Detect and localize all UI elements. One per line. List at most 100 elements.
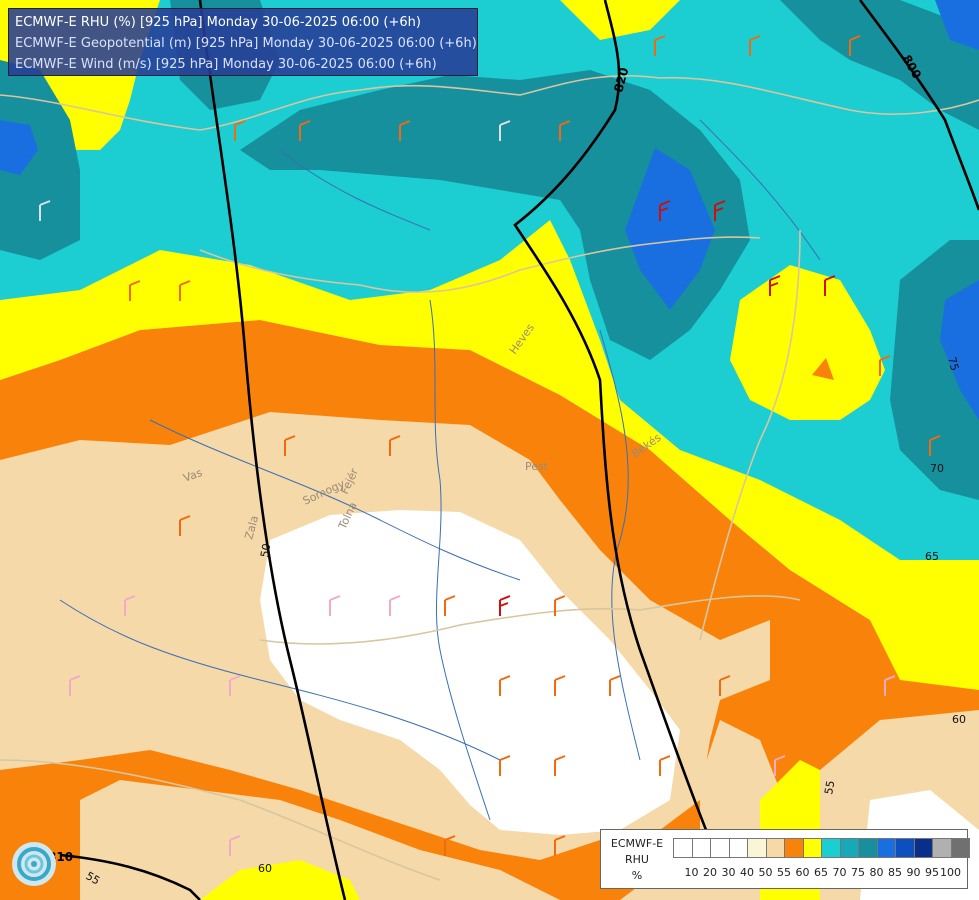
wind-barb-icon [884,675,896,696]
rhu-band-below-50 [260,510,680,835]
legend-swatch [913,838,933,858]
rhu-label: 60 [258,862,272,875]
legend-swatch [821,838,841,858]
rhu-band-70-75-north [240,70,750,360]
legend-tick-label: 85 [888,866,902,879]
wind-barb-icon [39,200,51,221]
legend-title-model: ECMWF-E [610,837,664,850]
region-label-pest: Pest [525,460,549,473]
region-labels: Vas Zala Somogy Fejér Tolna Pest Heves B… [182,321,664,541]
wind-barb-icon [389,435,401,456]
wind-barb-icon [234,120,246,141]
legend-tick-label: 80 [869,866,884,879]
wind-barb-icon [659,755,671,776]
legend-swatch [895,838,915,858]
rhu-band-65-70 [0,0,979,560]
legend-swatch [839,838,859,858]
legend-tick-label: 10 [684,866,699,879]
wind-barb-icon [719,675,731,696]
rhu-band-70-75-west [0,60,80,260]
wind-barbs [39,35,941,856]
legend-title: ECMWF-E RHU % [603,836,671,884]
legend-swatch [765,838,785,858]
ecmwf-logo-icon [12,842,56,886]
wind-barb-icon [124,595,136,616]
wind-barb-icon [69,675,81,696]
wind-barb-icon [499,120,511,141]
wind-barb-icon [824,275,836,296]
wind-barb-icon [769,275,781,296]
rhu-label: 55 [84,869,103,887]
legend-swatch [932,838,952,858]
legend-tick-label: 65 [814,866,828,879]
wind-barb-icon [129,280,141,301]
legend-swatch [858,838,878,858]
wind-barb-icon [849,35,861,56]
legend-swatch [950,838,970,858]
rhu-label: 75 [945,355,961,372]
map-title-box: ECMWF-E RHU (%) [925 hPa] Monday 30-06-2… [8,8,478,76]
geopotential-contours [59,0,979,900]
legend-tick-label: 20 [703,866,717,879]
legend-swatch [784,838,804,858]
legend-tick-label: 60 [795,866,810,879]
legend-tick-label: 40 [740,866,754,879]
legend-swatch [728,838,748,858]
wind-barb-icon [554,595,566,616]
wind-barb-icon [179,280,191,301]
legend-title-unit: % [631,869,643,882]
legend-tick-label: 70 [832,866,847,879]
wind-barb-icon [554,755,566,776]
rhu-band-60-65-sw [200,860,360,900]
rhu-label: 55 [822,779,837,795]
legend-swatch [691,838,711,858]
wind-barb-icon [299,120,311,141]
rhu-legend: ECMWF-E RHU % 10 20 30 40 50 55 60 65 70 75 80 85 90… [600,829,970,889]
legend-tick-label: 50 [758,866,773,879]
legend-tick-label: 75 [851,866,865,879]
rhu-label: 65 [925,550,939,563]
geopotential-label: 820 [611,66,631,94]
rhu-band-75-80-ne [935,0,979,50]
wind-barb-icon [554,835,566,856]
wind-barb-icon [609,675,621,696]
rhu-band-75-80-west [0,120,38,175]
wind-barb-icon [774,755,786,776]
rhu-band-75-80-center [625,148,715,310]
wind-barb-icon [499,675,511,696]
wind-barb-icon [284,435,296,456]
wind-barb-icon [714,200,726,221]
legend-swatch [747,838,767,858]
region-label-vas: Vas [182,466,205,485]
rhu-band-55-60-spot [812,358,834,380]
region-label-zala: Zala [242,514,261,541]
wind-barb-icon [179,515,191,536]
rhu-band-75-80-east [940,280,979,420]
rhu-title: ECMWF-E RHU (%) [925 hPa] Monday 30-06-2… [15,15,421,30]
legend-tick-label: 90 [906,866,921,879]
wind-barb-icon [654,35,666,56]
wind-barb-icon [554,675,566,696]
wind-barb-icon [499,755,511,776]
legend-title-variable: RHU [625,853,649,866]
wind-barb-icon [659,200,671,221]
wind-barb-icon [229,675,241,696]
rhu-band-60-65-east-blob [730,265,885,420]
legend-tick-label: 100 [940,866,961,879]
rhu-label: 60 [952,713,966,726]
wind-barb-icon [749,35,761,56]
wind-barb-icon [229,835,241,856]
wind-barb-icon [499,595,511,616]
borders [0,74,979,881]
wind-barb-icon [444,835,456,856]
legend-tick-label: 55 [777,866,791,879]
legend-swatch [802,838,822,858]
legend-tick-label: 95 [925,866,939,879]
rhu-label: 70 [930,462,944,475]
wind-barb-icon [929,435,941,456]
wind-barb-icon [879,355,891,376]
legend-swatch [710,838,730,858]
wind-title: ECMWF-E Wind (m/s) [925 hPa] Monday 30-0… [15,57,437,72]
geopotential-title: ECMWF-E Geopotential (m) [925 hPa] Monda… [15,36,477,51]
